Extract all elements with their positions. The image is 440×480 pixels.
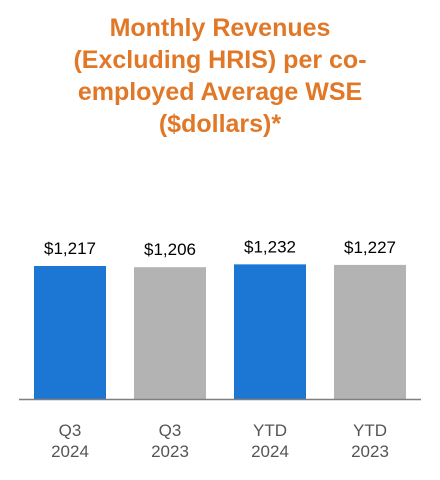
x-tick-label-0-1: 2024 xyxy=(51,442,89,461)
chart-title-line-1: Monthly Revenues xyxy=(109,14,331,42)
x-tick-label-3-1: 2023 xyxy=(351,442,389,461)
bar-0 xyxy=(34,266,106,399)
value-label-3: $1,227 xyxy=(344,238,396,257)
chart-title-line-2: (Excluding HRIS) per co- xyxy=(73,46,367,74)
value-label-0: $1,217 xyxy=(44,239,96,258)
x-tick-label-1-0: Q3 xyxy=(159,421,182,440)
bar-1 xyxy=(134,267,206,399)
value-label-1: $1,206 xyxy=(144,240,196,259)
chart-title-line-3: employed Average WSE xyxy=(77,78,363,106)
bar-2 xyxy=(234,264,306,399)
x-tick-label-2-1: 2024 xyxy=(251,442,289,461)
x-tick-label-0-0: Q3 xyxy=(59,421,82,440)
chart-title: Monthly Revenues (Excluding HRIS) per co… xyxy=(0,12,440,140)
x-tick-label-2-0: YTD xyxy=(253,421,287,440)
x-tick-label-1-1: 2023 xyxy=(151,442,189,461)
bar-3 xyxy=(334,264,406,399)
x-tick-label-3-0: YTD xyxy=(353,421,387,440)
value-label-2: $1,232 xyxy=(244,237,296,256)
chart-title-line-4: ($dollars)* xyxy=(158,110,282,138)
